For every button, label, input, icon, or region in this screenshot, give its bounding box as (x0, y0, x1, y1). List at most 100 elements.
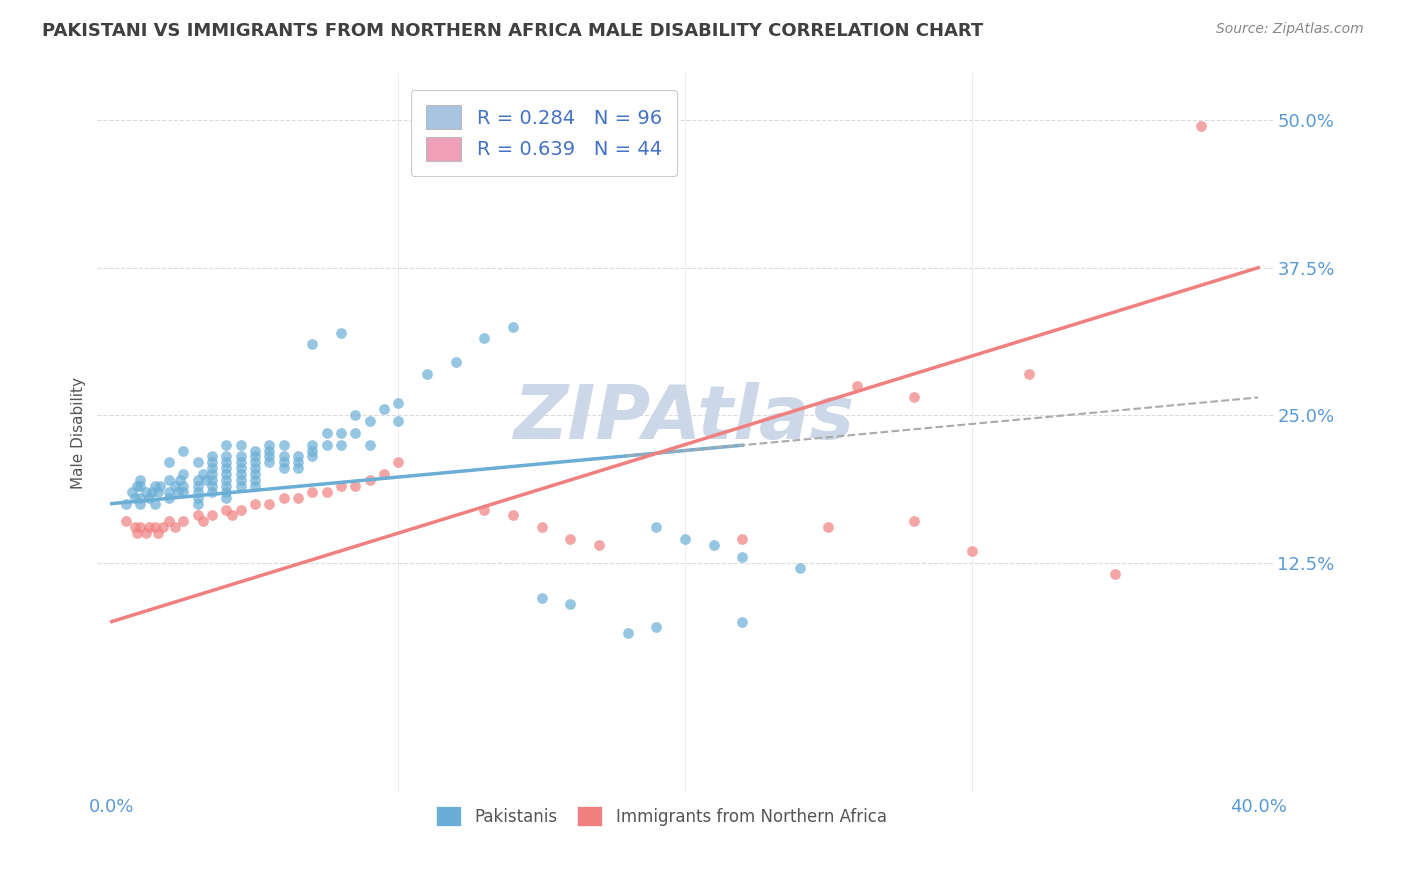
Point (287, 491, 309, 505)
Text: Source: ZipAtlas.com: Source: ZipAtlas.com (1216, 22, 1364, 37)
Point (330, 425, 353, 440)
Point (152, 520, 174, 534)
Point (560, 532, 582, 546)
Point (330, 437, 353, 451)
Point (146, 484, 169, 499)
Point (616, 626, 638, 640)
Point (416, 367, 439, 381)
Point (359, 414, 381, 428)
Point (789, 561, 811, 575)
Point (135, 526, 157, 541)
Point (187, 508, 209, 523)
Point (502, 508, 524, 523)
Point (129, 479, 152, 493)
Point (138, 491, 160, 505)
Point (315, 425, 337, 440)
Point (215, 491, 238, 505)
Point (172, 479, 194, 493)
Point (1104, 567, 1126, 582)
Point (215, 484, 238, 499)
Point (344, 408, 367, 422)
Point (330, 326, 353, 340)
Point (243, 461, 266, 475)
Point (344, 479, 367, 493)
Text: ZIPAtlas: ZIPAtlas (515, 382, 855, 455)
Point (273, 455, 295, 469)
Point (229, 450, 252, 464)
Point (243, 479, 266, 493)
Point (903, 391, 925, 405)
Point (229, 461, 252, 475)
Point (444, 355, 467, 369)
Point (645, 520, 668, 534)
Point (172, 514, 194, 528)
Point (121, 484, 143, 499)
Point (273, 491, 295, 505)
Point (201, 484, 224, 499)
Point (560, 597, 582, 611)
Point (472, 331, 495, 345)
Point (215, 473, 238, 487)
Point (359, 473, 381, 487)
Point (149, 479, 172, 493)
Point (201, 450, 224, 464)
Point (301, 437, 323, 451)
Point (731, 615, 754, 629)
Point (387, 414, 409, 428)
Point (903, 514, 925, 528)
Point (259, 437, 281, 451)
Point (115, 514, 138, 528)
Point (157, 514, 180, 528)
Point (243, 497, 266, 511)
Point (817, 520, 839, 534)
Point (172, 484, 194, 499)
Point (169, 473, 191, 487)
Point (141, 484, 163, 499)
Point (201, 473, 224, 487)
Point (273, 437, 295, 451)
Text: PAKISTANI VS IMMIGRANTS FROM NORTHERN AFRICA MALE DISABILITY CORRELATION CHART: PAKISTANI VS IMMIGRANTS FROM NORTHERN AF… (42, 22, 983, 40)
Point (315, 484, 337, 499)
Point (960, 543, 983, 558)
Point (373, 467, 395, 482)
Point (259, 443, 281, 458)
Point (166, 484, 188, 499)
Point (229, 479, 252, 493)
Point (135, 484, 157, 499)
Point (530, 591, 553, 605)
Point (215, 455, 238, 469)
Point (193, 514, 215, 528)
Point (1189, 119, 1212, 133)
Point (172, 443, 194, 458)
Point (387, 455, 409, 469)
Point (243, 450, 266, 464)
Point (673, 532, 696, 546)
Point (157, 484, 180, 499)
Point (259, 455, 281, 469)
Point (187, 473, 209, 487)
Point (344, 425, 367, 440)
Point (129, 491, 152, 505)
Point (502, 319, 524, 334)
Point (645, 620, 668, 634)
Point (243, 443, 266, 458)
Y-axis label: Male Disability: Male Disability (72, 376, 86, 489)
Point (157, 455, 180, 469)
Point (845, 378, 868, 392)
Point (387, 396, 409, 410)
Point (273, 450, 295, 464)
Point (530, 520, 553, 534)
Point (187, 479, 209, 493)
Point (243, 455, 266, 469)
Point (731, 532, 754, 546)
Point (229, 467, 252, 482)
Point (1018, 367, 1040, 381)
Point (163, 520, 186, 534)
Point (373, 402, 395, 417)
Point (193, 467, 215, 482)
Point (215, 479, 238, 493)
Point (588, 538, 610, 552)
Point (129, 473, 152, 487)
Point (731, 549, 754, 564)
Point (703, 538, 725, 552)
